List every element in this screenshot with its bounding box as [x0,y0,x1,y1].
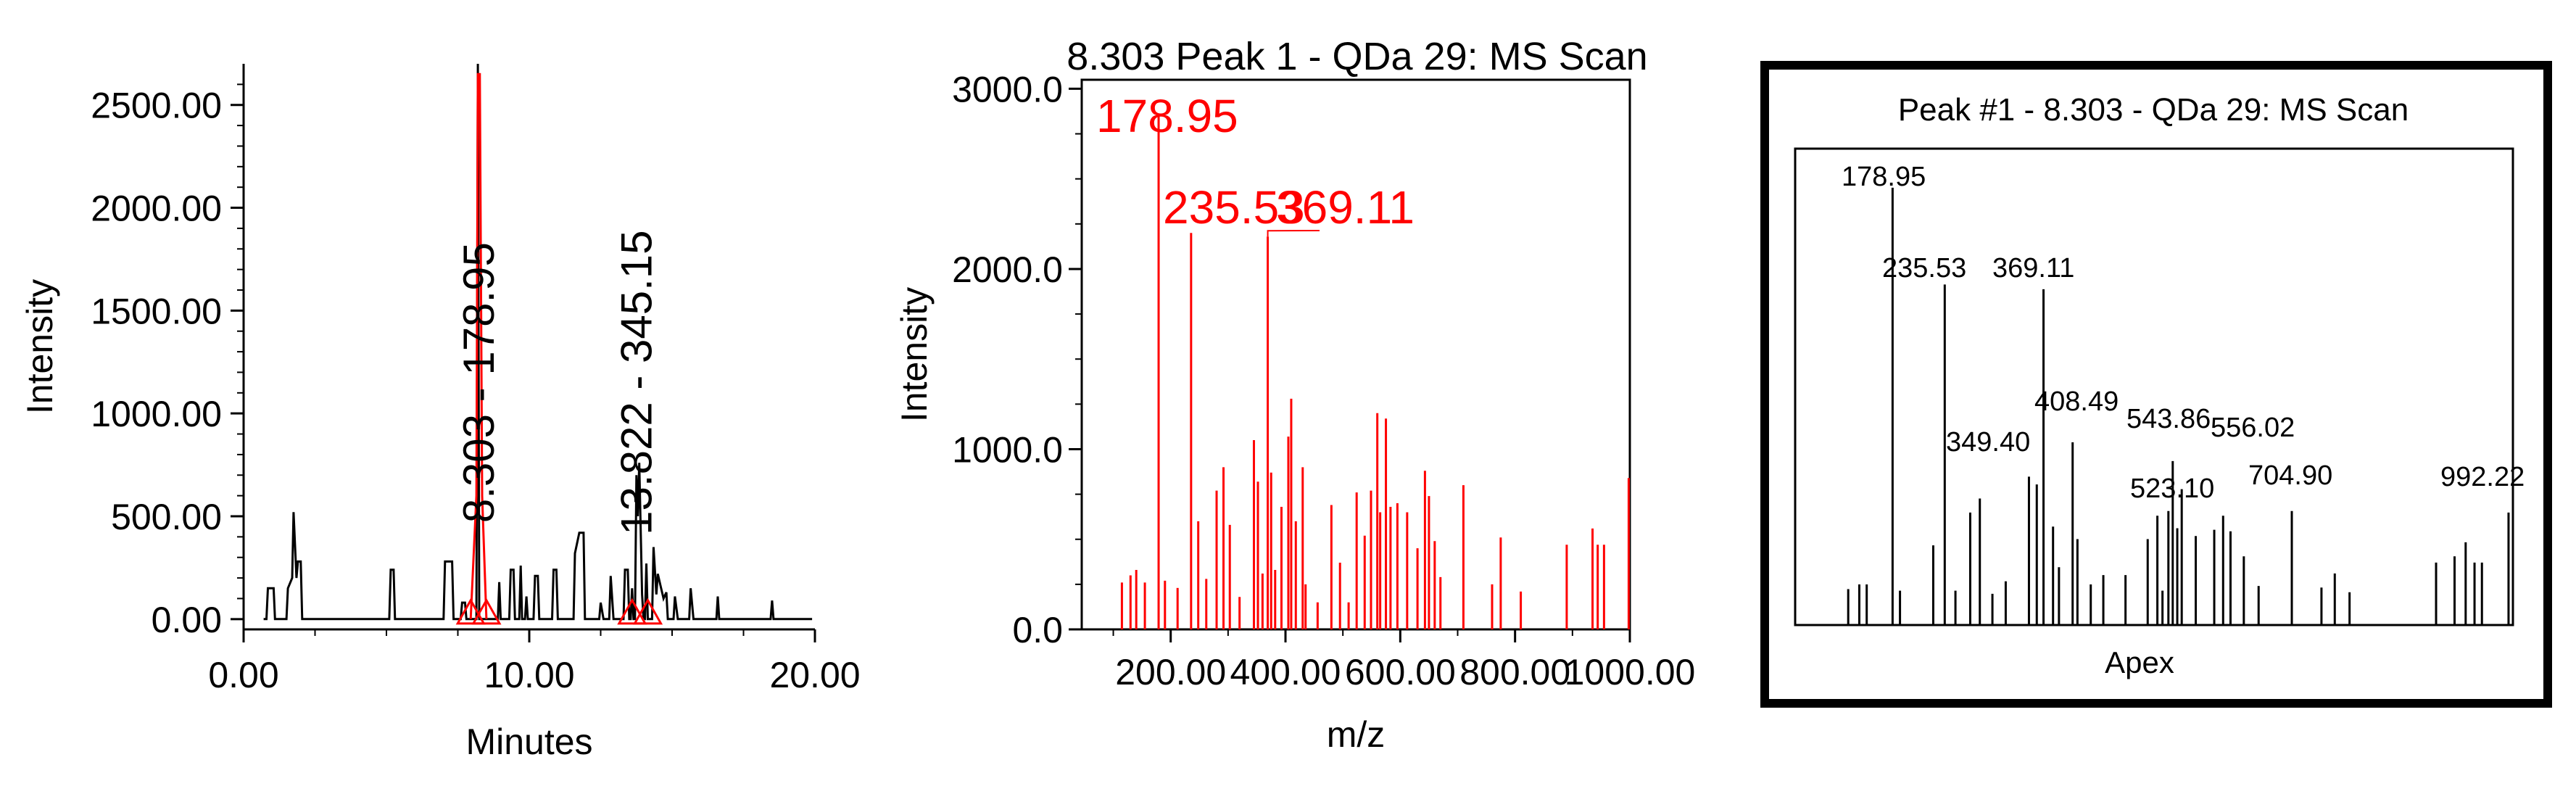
peak-mz-label: 543.86 [2126,404,2211,434]
x-axis-label: Apex [2105,645,2174,679]
x-tick-label: 1000.00 [1565,652,1696,692]
y-tick-label: 1000.0 [952,429,1063,470]
peak-mz-label: 349.40 [1946,427,2030,458]
y-tick-label: 2500.00 [91,86,222,126]
y-tick-label: 1500.00 [91,291,222,331]
peak-label: 8.303 - 178.95 [455,242,503,523]
y-tick-label: 500.00 [111,497,222,537]
chart-title: Peak #1 - 8.303 - QDa 29: MS Scan [1898,92,2409,128]
peak-mz-label: 235.53 [1163,181,1305,233]
y-tick-label: 2000.00 [91,189,222,229]
chromatogram-trace [263,63,813,621]
peak-mz-label: 523.10 [2130,473,2214,504]
outer-frame [1760,61,2552,708]
x-tick-label: 200.00 [1115,652,1226,692]
peak-mz-label: 556.02 [2211,413,2295,443]
peak-mz-label: 369.11 [1276,181,1415,233]
mass-spectrum-panel: 8.303 Peak 1 - QDa 29: MS Scan 0.0 1000.0 2… [894,35,1695,755]
y-tick-label: 0.00 [152,600,222,640]
x-tick-label: 600.00 [1345,652,1456,692]
peak-label: 13.822 - 345.15 [613,230,661,534]
x-tick-label: 10.00 [484,655,574,695]
peak-mz-label: 992.22 [2440,462,2525,492]
x-tick-label: 800.00 [1459,652,1570,692]
peak-mz-label: 369.11 [1992,253,2074,284]
y-axis-label: Intensity [20,279,60,414]
y-tick-label: 1000.00 [91,394,222,434]
peak-mz-label: 235.53 [1882,253,1966,284]
y-tick-label: 3000.0 [952,69,1063,109]
chromatogram-panel: 0.00 500.00 1000.00 1500.00 2000.00 2500.00 0.… [20,63,861,762]
integration-marker [617,597,647,625]
peak-spectrum-panel: Peak #1 - 8.303 - QDa 29: MS Scan 178.95 2… [1760,61,2552,708]
x-axis-label: Minutes [465,721,592,762]
integration-marker [455,597,486,625]
integration-marker [632,597,663,625]
chart-title: 8.303 Peak 1 - QDa 29: MS Scan [1067,35,1647,78]
y-tick-label: 2000.0 [952,249,1063,290]
label-leader-line [1267,230,1320,237]
x-tick-label: 0.00 [208,655,278,695]
peak-mz-label: 178.95 [1096,90,1238,142]
x-tick-label: 20.00 [769,655,860,695]
plot-frame [1794,147,2514,626]
y-tick-label: 0.0 [1012,610,1063,650]
peak-mz-label: 178.95 [1842,162,1926,192]
x-tick-label: 400.00 [1230,652,1341,692]
integration-marker [471,597,502,625]
peak-mz-label: 408.49 [2034,386,2119,417]
y-axis-label: Intensity [894,287,935,422]
selected-peak-trace [469,73,488,619]
peak-mz-label: 704.90 [2248,460,2332,491]
x-axis-label: m/z [1327,714,1386,755]
